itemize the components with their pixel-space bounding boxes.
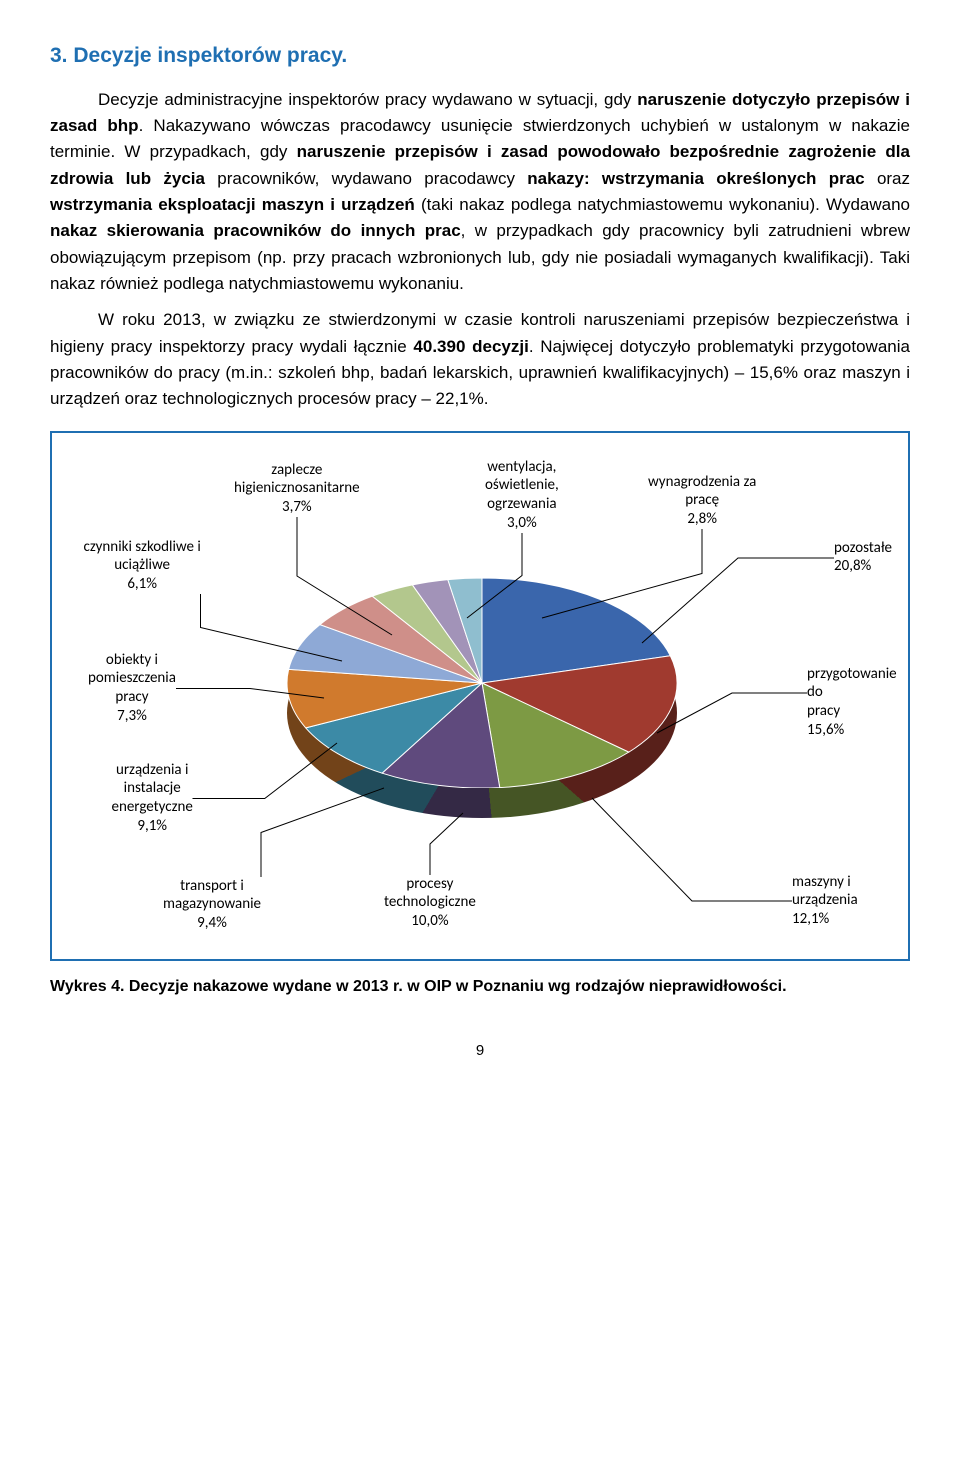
pie-top (287, 578, 677, 788)
pie-label: przygotowanie dopracy15,6% (807, 665, 898, 740)
pie-graphic (287, 578, 677, 818)
pie-label: pozostałe20,8% (834, 539, 892, 577)
chart-caption: Wykres 4. Decyzje nakazowe wydane w 2013… (50, 975, 910, 1000)
pie-label: wynagrodzenia zapracę2,8% (648, 473, 756, 529)
section-heading: 3. Decyzje inspektorów pracy. (50, 40, 910, 73)
pie-label: maszyny iurządzenia12,1% (792, 873, 858, 929)
page-number: 9 (50, 1039, 910, 1062)
paragraph-2: W roku 2013, w związku ze stwierdzonymi … (50, 307, 910, 412)
pie-label: czynniki szkodliwe iuciążliwe6,1% (84, 538, 201, 594)
chart-container: pozostałe20,8% przygotowanie dopracy15,6%… (50, 431, 910, 961)
pie-label: urządzenia iinstalacjeenergetyczne9,1% (112, 761, 193, 836)
pie-chart: pozostałe20,8% przygotowanie dopracy15,6%… (62, 443, 898, 935)
pie-label: obiekty ipomieszczeniapracy7,3% (88, 651, 176, 726)
pie-label: transport imagazynowanie9,4% (163, 877, 261, 933)
pie-label: procesytechnologiczne10,0% (384, 875, 476, 931)
pie-label: zapleczehigienicznosanitarne3,7% (234, 461, 360, 517)
pie-label: wentylacja,oświetlenie,ogrzewania3,0% (485, 458, 559, 533)
paragraph-1: Decyzje administracyjne inspektorów prac… (50, 87, 910, 298)
